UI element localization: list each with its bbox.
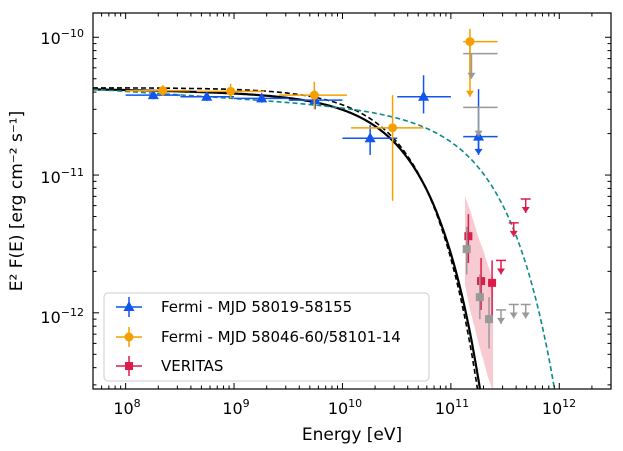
upper-limit-arrowhead xyxy=(521,207,530,214)
data-point-triangle xyxy=(147,89,159,100)
ytick-label: 10−10 xyxy=(40,27,84,48)
legend-box xyxy=(103,292,430,382)
flux-upper-limit-arrowhead xyxy=(465,90,474,97)
triangle-marker-icon xyxy=(123,301,135,311)
ytick-label: 10−12 xyxy=(40,306,84,327)
legend-label: Fermi - MJD 58019-58155 xyxy=(161,298,352,316)
legend-label: VERITAS xyxy=(161,357,223,375)
data-point-plus xyxy=(475,293,484,302)
data-point-circle xyxy=(309,90,319,100)
legend-label: Fermi - MJD 58046-60/58101-14 xyxy=(161,328,401,346)
upper-limit-arrowhead xyxy=(509,312,518,319)
xtick-label: 1012 xyxy=(542,397,576,418)
legend-entry-fermi-blue: Fermi - MJD 58019-58155 xyxy=(116,297,352,317)
y-axis-title: E² F(E) [erg cm⁻² s⁻¹] xyxy=(7,111,27,292)
data-point-circle xyxy=(226,86,236,96)
plot-frame xyxy=(92,12,612,390)
legend: Fermi - MJD 58019-58155 Fermi - MJD 5804… xyxy=(103,292,430,382)
data-point-triangle xyxy=(201,90,213,101)
axis-ticks-layer xyxy=(92,13,612,389)
x-axis-title: Energy [eV] xyxy=(302,425,402,445)
upper-limit-arrowhead xyxy=(509,230,518,237)
veritas-confidence-band xyxy=(465,196,494,389)
data-point-circle xyxy=(388,123,398,133)
data-points-layer xyxy=(125,28,531,349)
circle-marker-icon xyxy=(124,332,134,342)
flux-upper-limit-arrowhead xyxy=(474,148,483,155)
data-point-plus xyxy=(477,277,486,286)
data-point-triangle xyxy=(256,92,268,103)
ytick-label: 10−11 xyxy=(40,166,84,187)
xtick-label: 1010 xyxy=(328,397,362,418)
veritas-band-layer xyxy=(465,196,494,389)
plus-marker-icon xyxy=(125,362,133,370)
data-point-plus xyxy=(462,245,471,254)
data-point-circle xyxy=(158,86,168,96)
data-point-triangle xyxy=(364,132,376,143)
upper-limit-arrowhead xyxy=(521,312,530,319)
grey-flux-upper-limit-arrowhead xyxy=(467,72,476,79)
data-point-triangle xyxy=(418,90,430,101)
data-point-plus xyxy=(485,315,494,324)
xtick-label: 109 xyxy=(222,397,249,418)
legend-entry-fermi-orange: Fermi - MJD 58046-60/58101-14 xyxy=(116,327,401,347)
data-point-plus xyxy=(464,232,473,241)
upper-limit-arrowhead xyxy=(496,268,505,275)
model-curve-dashed-teal xyxy=(93,88,556,389)
data-point-plus xyxy=(488,278,497,287)
grey-flux-upper-limit-arrowhead xyxy=(474,130,483,137)
xtick-label: 1011 xyxy=(435,397,469,418)
upper-limit-arrowhead xyxy=(496,317,505,324)
xtick-label: 108 xyxy=(113,397,140,418)
legend-entry-veritas: VERITAS xyxy=(116,356,223,376)
